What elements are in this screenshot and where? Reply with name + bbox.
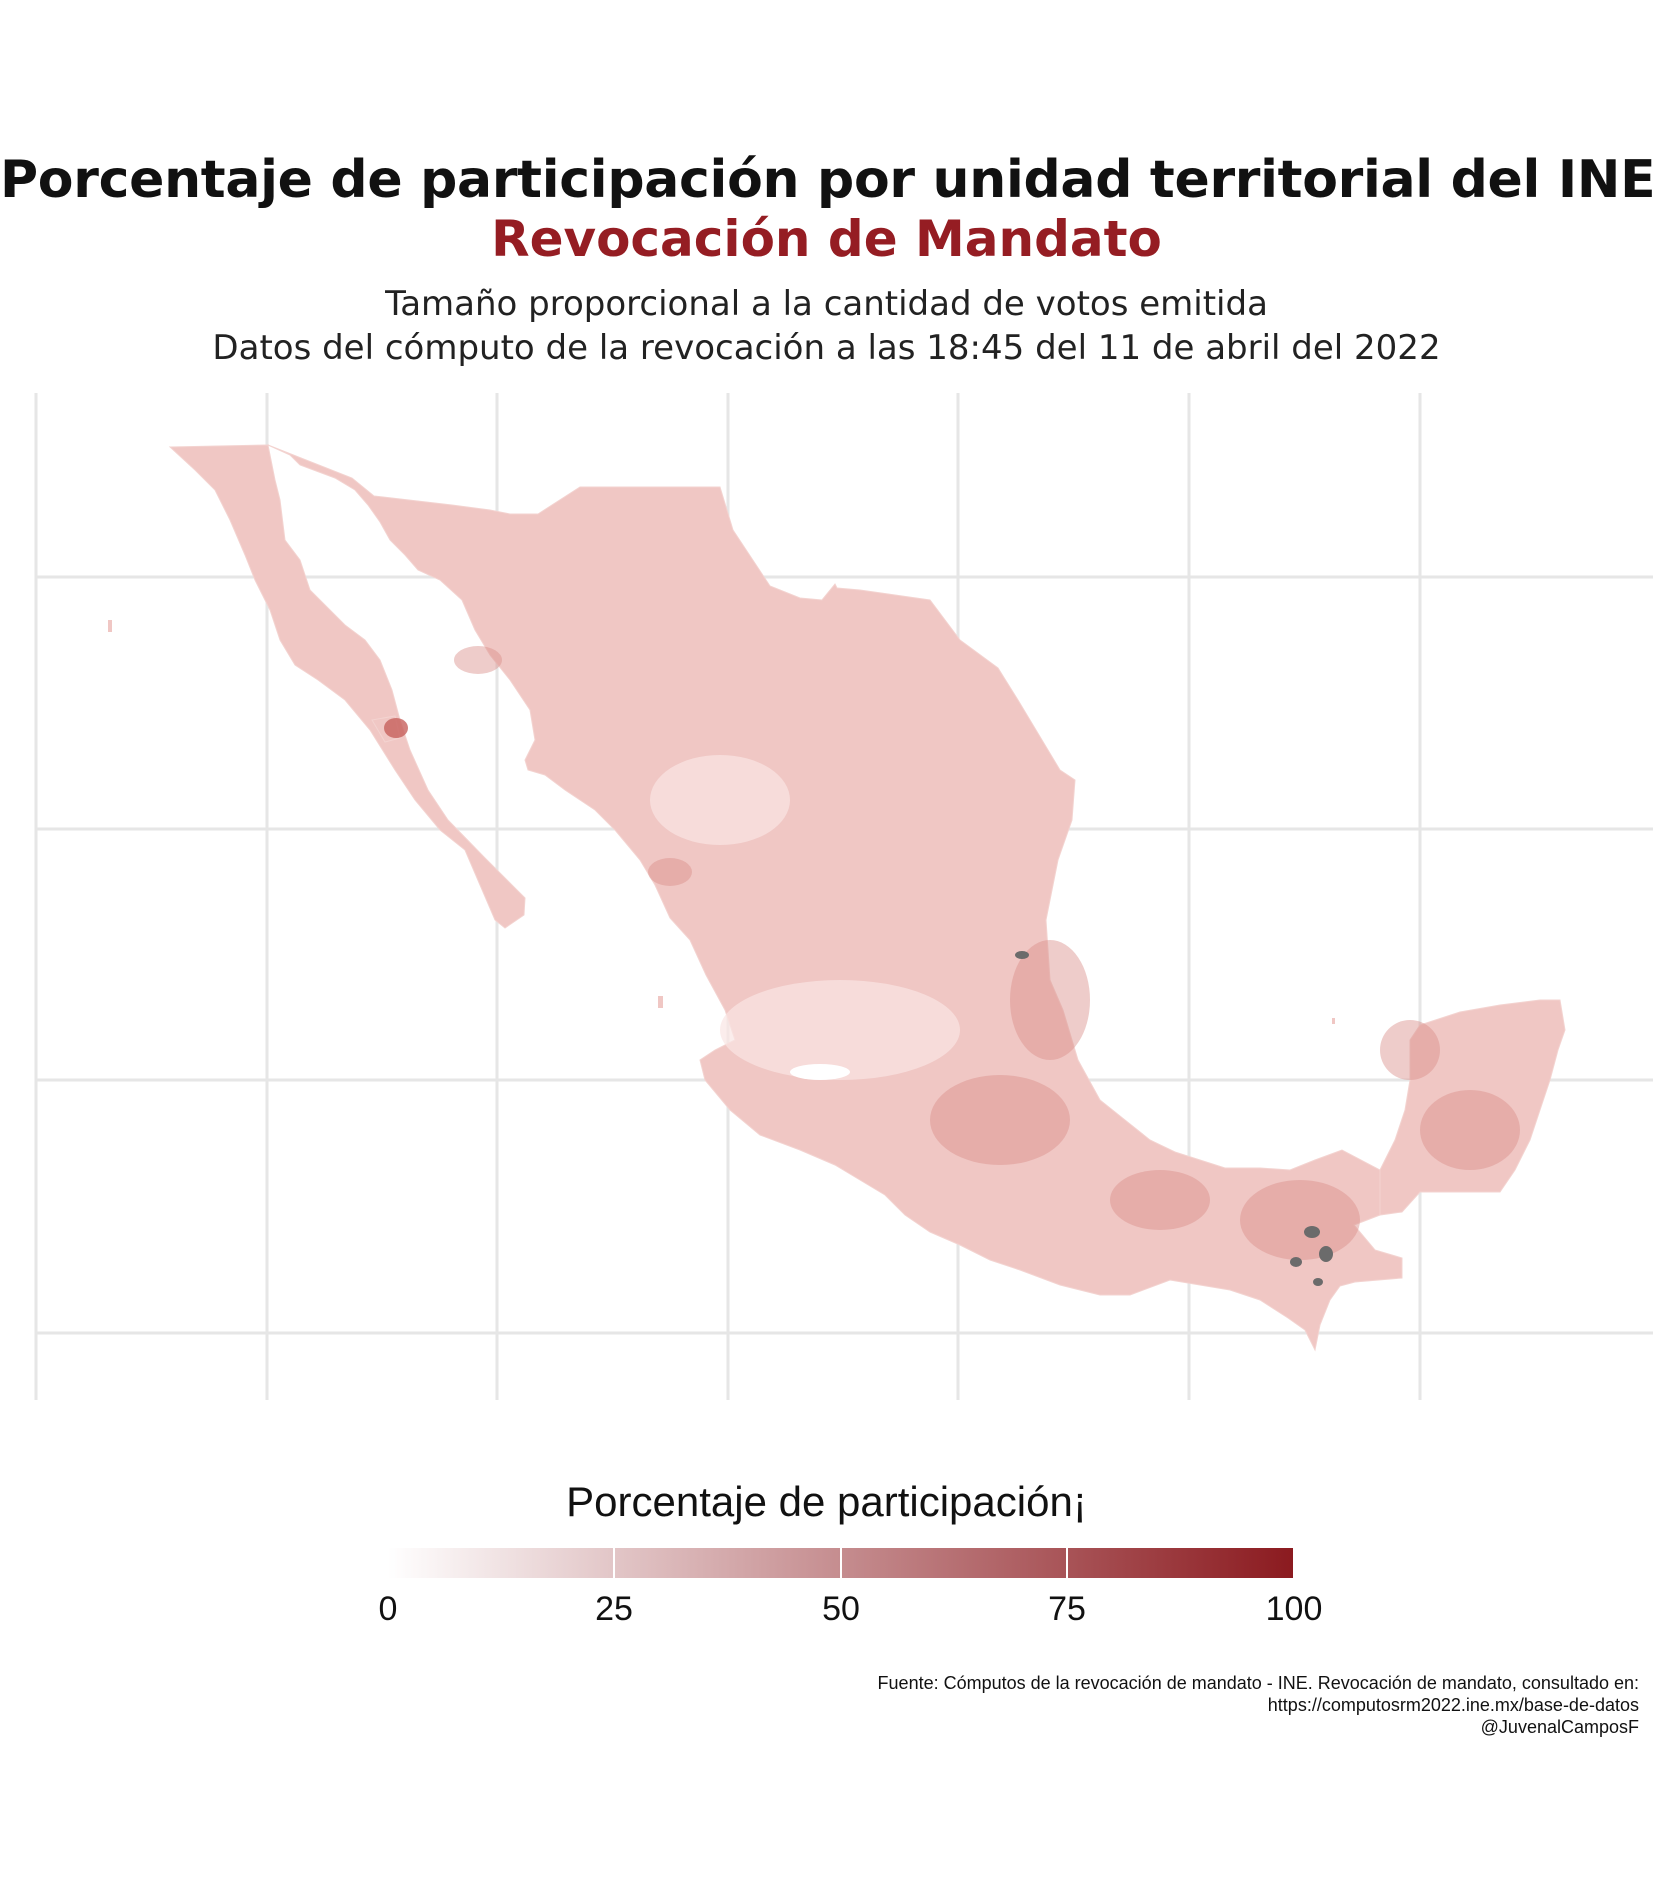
chart-subtitle: Revocación de Mandato <box>491 210 1162 268</box>
islets <box>108 620 1335 1024</box>
legend-tick-label: 0 <box>378 1590 398 1628</box>
chart-title: Porcentaje de participación por unidad t… <box>0 150 1653 210</box>
description-line-1: Tamaño proporcional a la cantidad de vot… <box>385 284 1268 324</box>
mexico-map <box>168 444 1566 1352</box>
legend-tick-label: 75 <box>1048 1590 1086 1628</box>
caption-author: @JuvenalCamposF <box>1480 1717 1639 1737</box>
caption-source: Fuente: Cómputos de la revocación de man… <box>877 1673 1639 1693</box>
legend-tick-label: 50 <box>822 1590 860 1628</box>
mexico-mainland <box>267 444 1403 1352</box>
yucatan-peninsula <box>1379 999 1566 1216</box>
participation-highlights <box>384 646 1520 1260</box>
legend-tick-label: 25 <box>595 1590 633 1628</box>
participation-low-regions <box>650 755 960 1080</box>
legend-colorbar <box>387 1548 1295 1578</box>
description-line-2: Datos del cómputo de la revocación a las… <box>212 328 1441 368</box>
legend-title: Porcentaje de participación¡ <box>566 1478 1087 1525</box>
missing-data-areas <box>1015 951 1333 1286</box>
caption-url: https://computosrm2022.ine.mx/base-de-da… <box>1267 1695 1639 1715</box>
legend-tick-label: 100 <box>1265 1590 1323 1628</box>
baja-california-peninsula <box>168 444 526 929</box>
